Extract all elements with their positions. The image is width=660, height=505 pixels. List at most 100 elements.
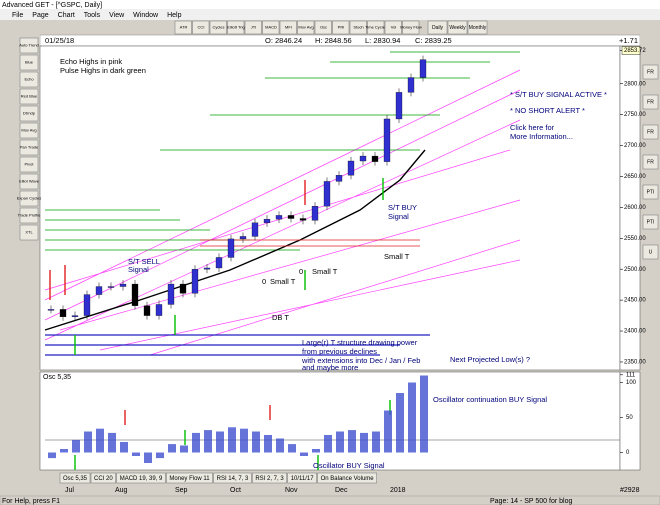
toolbar-button[interactable] bbox=[209, 20, 227, 35]
indicator-tab[interactable] bbox=[116, 472, 166, 484]
right-tool-label: PTI bbox=[647, 219, 655, 225]
toolbar-button[interactable] bbox=[349, 20, 367, 35]
osc-bar bbox=[264, 435, 272, 453]
left-tool-label: Echo bbox=[24, 77, 34, 82]
left-tool-button[interactable] bbox=[19, 105, 39, 122]
toolbar-button[interactable] bbox=[384, 20, 402, 35]
osc-bar bbox=[300, 452, 308, 456]
toolbar-button[interactable] bbox=[174, 20, 192, 35]
window-title: Advanced GET - [^GSPC, Daily] bbox=[2, 2, 102, 9]
osc-bar bbox=[312, 449, 320, 453]
timeframe-button[interactable] bbox=[447, 20, 468, 35]
right-tool-button[interactable] bbox=[642, 94, 659, 110]
toolbar-button[interactable] bbox=[314, 20, 332, 35]
left-tool-button[interactable] bbox=[19, 71, 39, 88]
left-tool-button[interactable] bbox=[19, 37, 39, 54]
indicator-tab[interactable] bbox=[90, 472, 117, 484]
indicator-tab[interactable] bbox=[317, 472, 377, 484]
indicator-tab[interactable] bbox=[252, 472, 287, 484]
osc-buy-arrow bbox=[74, 400, 391, 470]
menu-item[interactable]: View bbox=[109, 12, 125, 19]
menu-item[interactable]: Window bbox=[133, 12, 159, 19]
indicator-tab[interactable] bbox=[59, 472, 91, 484]
candle bbox=[311, 205, 319, 221]
left-tool-button[interactable] bbox=[19, 207, 39, 224]
osc-bar bbox=[276, 438, 284, 453]
left-tool-label: Red Blue bbox=[21, 94, 38, 99]
month-label: Aug bbox=[115, 487, 128, 494]
right-tool-button[interactable] bbox=[642, 154, 659, 170]
candle bbox=[407, 77, 415, 93]
osc-bar bbox=[96, 428, 104, 453]
support-line bbox=[200, 239, 420, 247]
candle bbox=[299, 218, 307, 221]
right-tool-button[interactable] bbox=[642, 244, 659, 260]
left-tool-button[interactable] bbox=[19, 156, 39, 173]
toolbar-button[interactable] bbox=[402, 20, 420, 35]
month-label: Sep bbox=[175, 487, 188, 494]
osc-bar bbox=[60, 449, 68, 453]
indicator-tab[interactable] bbox=[166, 472, 213, 484]
osc-bar bbox=[228, 427, 236, 453]
menu-item[interactable]: Help bbox=[167, 12, 182, 19]
left-tool-button[interactable] bbox=[19, 54, 39, 71]
timeframe-label: Daily bbox=[432, 25, 444, 31]
menu-item[interactable]: Tools bbox=[84, 12, 101, 19]
left-tool-button[interactable] bbox=[19, 224, 39, 241]
left-tool-button[interactable] bbox=[19, 88, 39, 105]
month-label: Jul bbox=[65, 487, 74, 494]
toolbar-label: Cycles bbox=[212, 25, 224, 30]
info-high: H: 2848.56 bbox=[315, 36, 352, 45]
osc-bar bbox=[336, 431, 344, 453]
chart-annotation[interactable]: Click here for bbox=[510, 123, 555, 132]
toolbar-button[interactable] bbox=[227, 20, 245, 35]
osc-bar bbox=[48, 452, 56, 459]
osc-bar bbox=[144, 452, 152, 463]
candle bbox=[275, 215, 283, 220]
toolbar-button[interactable] bbox=[332, 20, 350, 35]
right-tool-button[interactable] bbox=[642, 214, 659, 230]
candle bbox=[143, 305, 151, 316]
candle bbox=[239, 236, 247, 240]
chart-annotation: DB T bbox=[272, 313, 289, 322]
chart-annotation: Large(r) T structure drawing power bbox=[302, 338, 418, 347]
toolbar-button[interactable] bbox=[279, 20, 297, 35]
osc-bar bbox=[156, 452, 164, 459]
osc-panel bbox=[39, 371, 621, 471]
osc-tick-label: 111 bbox=[626, 372, 636, 378]
candle bbox=[371, 155, 379, 162]
candle bbox=[251, 222, 259, 237]
right-tool-button[interactable] bbox=[642, 124, 659, 140]
indicator-tab[interactable] bbox=[213, 472, 252, 484]
toolbar-label: Money Flow bbox=[400, 25, 422, 30]
chart-annotation: with extensions into Dec / Jan / Feb bbox=[301, 356, 420, 365]
toolbar-button[interactable] bbox=[297, 20, 315, 35]
menu-item[interactable]: Chart bbox=[58, 12, 75, 19]
sell-arrow bbox=[49, 180, 306, 300]
chart-annotation: from previous declines bbox=[302, 347, 377, 356]
candle bbox=[59, 309, 67, 317]
toolbar-button[interactable] bbox=[367, 20, 385, 35]
toolbar-button[interactable] bbox=[192, 20, 210, 35]
candle bbox=[383, 118, 391, 162]
candle bbox=[155, 304, 163, 316]
chart-annotation[interactable]: More Information... bbox=[510, 132, 573, 141]
right-tool-button[interactable] bbox=[642, 184, 659, 200]
indicator-tab[interactable] bbox=[287, 472, 317, 484]
toolbar-button[interactable] bbox=[262, 20, 280, 35]
left-tool-button[interactable] bbox=[19, 173, 39, 190]
toolbar-button[interactable] bbox=[244, 20, 262, 35]
chart-annotation: * S/T BUY SIGNAL ACTIVE * bbox=[510, 90, 607, 99]
chart-annotation: Next Projected Low(s) ? bbox=[450, 355, 530, 364]
timeframe-button[interactable] bbox=[427, 20, 448, 35]
y-tick-label: 2500.00 bbox=[624, 267, 646, 273]
left-tool-button[interactable] bbox=[19, 190, 39, 207]
menu-item[interactable]: Page bbox=[32, 12, 48, 19]
right-tool-button[interactable] bbox=[642, 64, 659, 80]
decorations bbox=[44, 51, 620, 470]
left-tool-button[interactable] bbox=[19, 139, 39, 156]
menu-item[interactable]: File bbox=[12, 12, 23, 19]
timeframe-button[interactable] bbox=[467, 20, 488, 35]
left-tool-button[interactable] bbox=[19, 122, 39, 139]
